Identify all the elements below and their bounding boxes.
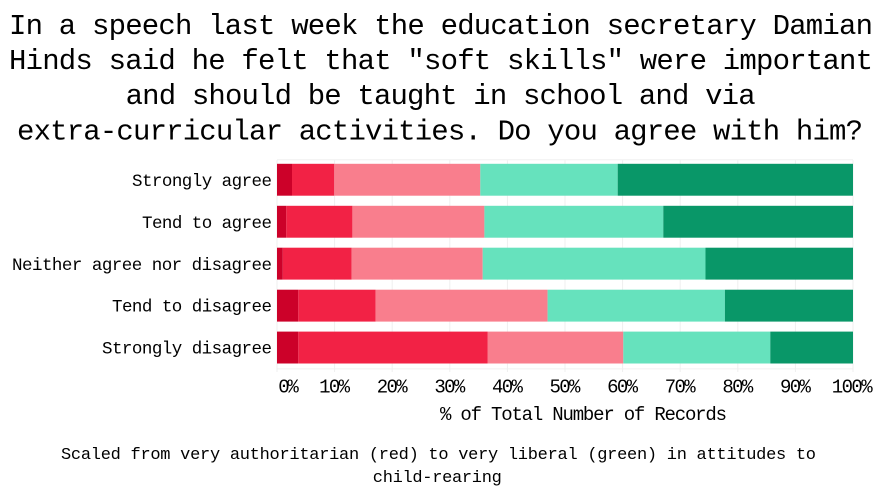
svg-text:and should be taught in school: and should be taught in school and via: [126, 80, 756, 113]
svg-text:10%: 10%: [319, 377, 350, 399]
svg-text:70%: 70%: [665, 377, 696, 399]
svg-text:30%: 30%: [434, 377, 465, 399]
svg-text:Hinds said he felt that "soft: Hinds said he felt that "soft skills" we…: [9, 45, 873, 78]
svg-text:Tend to agree: Tend to agree: [142, 214, 272, 234]
svg-text:extra-curricular activities. D: extra-curricular activities. Do you agre…: [17, 115, 863, 148]
svg-text:Strongly disagree: Strongly disagree: [102, 340, 272, 360]
svg-text:Neither agree nor disagree: Neither agree nor disagree: [12, 256, 272, 276]
svg-text:40%: 40%: [492, 377, 523, 399]
svg-text:80%: 80%: [722, 377, 753, 399]
svg-text:50%: 50%: [550, 377, 581, 399]
svg-text:Strongly agree: Strongly agree: [132, 172, 272, 192]
svg-text:20%: 20%: [377, 377, 408, 399]
svg-text:90%: 90%: [780, 377, 811, 399]
svg-text:100%: 100%: [832, 377, 874, 399]
svg-text:In a speech last week the educ: In a speech last week the education secr…: [9, 10, 873, 43]
svg-text:60%: 60%: [607, 377, 638, 399]
svg-text:0%: 0%: [278, 377, 299, 399]
svg-text:Tend to disagree: Tend to disagree: [112, 298, 272, 318]
svg-text:Scaled from very authoritarian: Scaled from very authoritarian (red) to …: [61, 446, 816, 465]
svg-text:child-rearing: child-rearing: [373, 469, 502, 486]
svg-text:% of Total Number of Records: % of Total Number of Records: [440, 404, 727, 426]
